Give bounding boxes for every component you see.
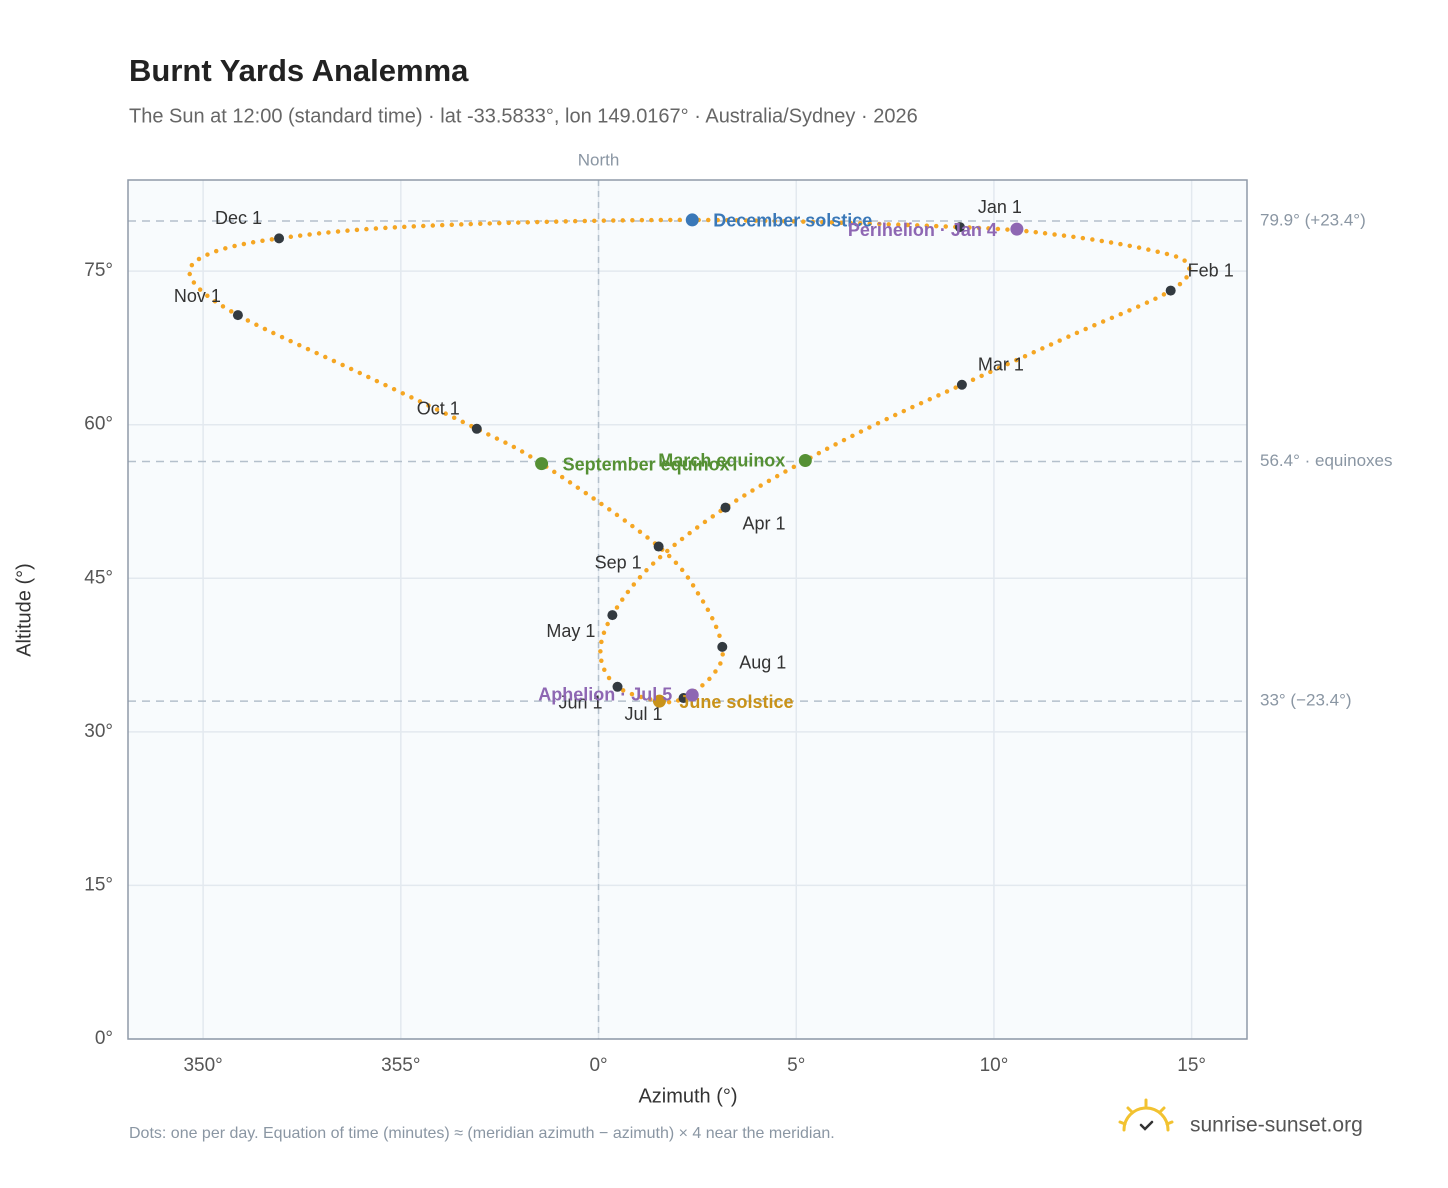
- month-marker: [612, 681, 623, 692]
- event-marker: [685, 688, 699, 702]
- event-label: December solstice: [713, 211, 872, 231]
- x-tick-label: 350°: [183, 1055, 222, 1076]
- y-axis-label: Altitude (°): [13, 563, 35, 657]
- y-tick-label: 45°: [84, 567, 113, 588]
- y-tick-label: 60°: [84, 414, 113, 435]
- brand-name: sunrise-sunset.org: [1190, 1114, 1363, 1137]
- brand-logo: [1118, 1098, 1174, 1132]
- event-label: June solstice: [679, 692, 793, 712]
- month-marker: [653, 541, 664, 552]
- month-marker: [274, 233, 285, 244]
- x-tick-label: 355°: [381, 1055, 420, 1076]
- month-marker: [607, 610, 618, 621]
- plot-area: [128, 180, 1247, 1039]
- reference-label: 33° (−23.4°): [1260, 691, 1352, 710]
- event-label: Perihelion · Jan 4: [848, 220, 997, 240]
- month-marker: [232, 310, 243, 321]
- event-marker: [798, 454, 812, 468]
- meridian-label: North: [578, 150, 620, 169]
- event-marker: [685, 213, 699, 227]
- month-marker: [471, 423, 482, 434]
- event-label: March equinox: [658, 450, 785, 470]
- month-label: Nov 1: [174, 286, 221, 306]
- month-label: Mar 1: [978, 355, 1024, 375]
- month-label: Apr 1: [742, 513, 785, 533]
- month-label: Jul 1: [625, 704, 663, 724]
- month-label: Jan 1: [978, 197, 1022, 217]
- x-tick-label: 0°: [589, 1055, 607, 1076]
- event-marker: [652, 694, 666, 708]
- x-tick-label: 5°: [787, 1055, 805, 1076]
- reference-label: 56.4° · equinoxes: [1260, 451, 1393, 470]
- plot-frame: [127, 179, 1248, 1040]
- x-axis-label: Azimuth (°): [638, 1085, 737, 1107]
- month-label: Oct 1: [417, 399, 460, 419]
- x-tick-label: 15°: [1177, 1055, 1206, 1076]
- footnote: Dots: one per day. Equation of time (min…: [129, 1125, 835, 1142]
- month-label: Feb 1: [1188, 260, 1234, 280]
- month-marker: [1165, 285, 1176, 296]
- month-label: May 1: [546, 621, 595, 641]
- event-marker: [535, 457, 549, 471]
- x-tick-label: 10°: [980, 1055, 1009, 1076]
- month-marker: [954, 222, 965, 233]
- y-tick-label: 75°: [84, 260, 113, 281]
- month-marker: [720, 502, 731, 513]
- reference-label: 79.9° (+23.4°): [1260, 210, 1366, 229]
- event-label: Aphelion · Jul 5: [538, 685, 672, 705]
- month-label: Sep 1: [595, 552, 642, 572]
- event-label: September equinox: [563, 454, 730, 474]
- y-tick-label: 15°: [84, 874, 113, 895]
- chart-subtitle: The Sun at 12:00 (standard time) · lat -…: [129, 105, 918, 127]
- month-marker: [717, 641, 728, 652]
- month-label: Jun 1: [558, 693, 602, 713]
- month-label: Dec 1: [215, 208, 262, 228]
- y-tick-label: 30°: [84, 721, 113, 742]
- month-label: Aug 1: [739, 653, 786, 673]
- month-marker: [956, 379, 967, 390]
- y-tick-label: 0°: [95, 1028, 113, 1049]
- event-marker: [1010, 222, 1024, 236]
- chart-title: Burnt Yards Analemma: [129, 53, 469, 88]
